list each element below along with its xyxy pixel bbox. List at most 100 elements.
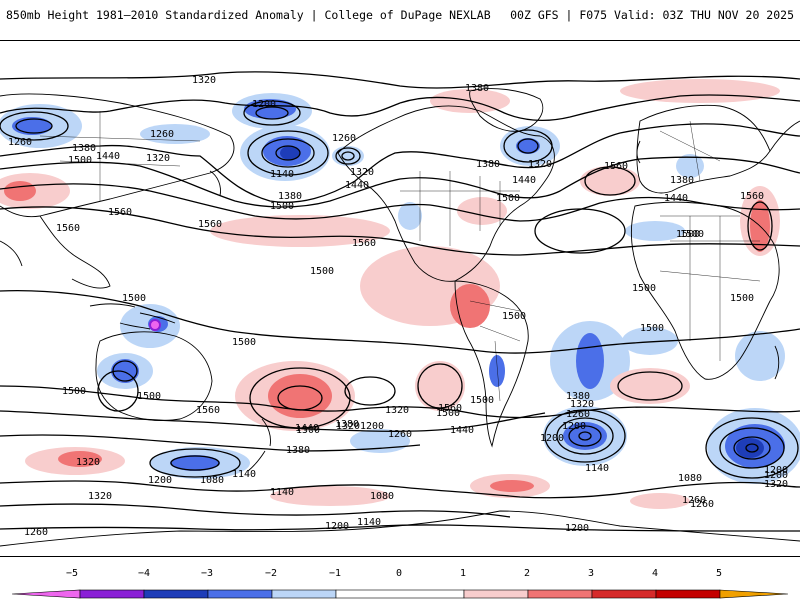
colorbar-tick-label: 1 bbox=[460, 568, 466, 579]
contour-label: 1560 bbox=[604, 161, 628, 172]
asia-coast-west bbox=[0, 93, 235, 218]
contour-label: 1140 bbox=[232, 469, 256, 480]
contour-label: 1440 bbox=[664, 193, 688, 204]
colorbar-seg-m1 bbox=[271, 589, 337, 599]
contour-label: 1140 bbox=[585, 463, 609, 474]
contour-label: 1500 bbox=[137, 391, 161, 402]
contour-label: 1260 bbox=[24, 527, 48, 538]
contour-label: 1260 bbox=[690, 499, 714, 510]
min-marker-png bbox=[149, 319, 161, 331]
contour-label: 1320 bbox=[764, 479, 788, 490]
contour-label: 1500 bbox=[122, 293, 146, 304]
height-contours bbox=[0, 71, 800, 532]
contour-label: 1260 bbox=[566, 409, 590, 420]
contour-label: 1500 bbox=[470, 395, 494, 406]
pos-anomaly-antarctic-w bbox=[270, 486, 390, 506]
indonesia-islands bbox=[89, 303, 176, 330]
contour-label: 1500 bbox=[436, 408, 460, 419]
contour-label: 1260 bbox=[8, 137, 32, 148]
contour-label: 1560 bbox=[56, 223, 80, 234]
contour-label: 1140 bbox=[357, 517, 381, 528]
neg-anomaly-chile bbox=[489, 355, 505, 387]
contour-label: 1200 bbox=[252, 99, 276, 110]
pos-anomaly-arctic bbox=[620, 79, 780, 103]
contour-label: 1440 bbox=[345, 180, 369, 191]
contour-label: 1500 bbox=[496, 193, 520, 204]
neg-anomaly-gulf-alaska bbox=[332, 146, 364, 166]
contour-label: 1380 bbox=[278, 191, 302, 202]
neg-anomaly-alaska-deep bbox=[280, 146, 300, 160]
pos-anomaly-n-atlantic bbox=[580, 166, 640, 196]
neg-anomaly-n-africa bbox=[622, 327, 678, 355]
colorbar-seg-m2 bbox=[207, 589, 273, 599]
colorbar-tick-label: 0 bbox=[396, 568, 402, 579]
contour-label: 1140 bbox=[270, 169, 294, 180]
europe-coast bbox=[636, 104, 771, 194]
contour-label: 1320 bbox=[336, 421, 360, 432]
map-title: 850mb Height 1981–2010 Standardized Anom… bbox=[6, 8, 491, 22]
colorbar: −5 −4 −3 −2 −1 0 1 2 3 4 5 bbox=[0, 565, 800, 600]
contour-label: 1380 bbox=[72, 143, 96, 154]
contour-label: 1500 bbox=[680, 229, 704, 240]
contour-label: 1500 bbox=[68, 155, 92, 166]
contour-label: 1200 bbox=[764, 465, 788, 476]
contour-label: 1380 bbox=[335, 419, 359, 430]
colorbar-seg-m4 bbox=[79, 589, 145, 599]
south-america-coast bbox=[454, 280, 529, 448]
neg-anomaly-bering-core bbox=[244, 99, 296, 119]
contour-label: 1440 bbox=[96, 151, 120, 162]
neg-anomaly-s-indian-deep bbox=[736, 438, 764, 458]
contour-label: 1380 bbox=[476, 159, 500, 170]
neg-anomaly-s-africa-core bbox=[576, 333, 604, 389]
japan-coast bbox=[209, 170, 221, 197]
contour-label: 1080 bbox=[678, 473, 702, 484]
contour-label: 1440 bbox=[295, 423, 319, 434]
contour-label: 1440 bbox=[450, 425, 474, 436]
colorbar-segments bbox=[11, 589, 789, 599]
colorbar-seg-p3 bbox=[591, 589, 657, 599]
contour-label: 1200 bbox=[325, 521, 349, 532]
contour-label: 1500 bbox=[310, 266, 334, 277]
colorbar-ticks: −5 −4 −3 −2 −1 0 1 2 3 4 5 bbox=[66, 568, 722, 579]
australia-coast bbox=[95, 331, 213, 421]
contour-label: 1200 bbox=[360, 421, 384, 432]
asia-coast-east bbox=[769, 120, 800, 152]
contour-label: 1200 bbox=[148, 475, 172, 486]
contour-label: 1440 bbox=[512, 175, 536, 186]
contour-label: 1500 bbox=[296, 425, 320, 436]
neg-anomaly-europe bbox=[676, 154, 704, 178]
contour-label: 1200 bbox=[565, 523, 589, 534]
colorbar-tick-label: −4 bbox=[138, 568, 150, 579]
contour-label: 1560 bbox=[198, 219, 222, 230]
madagascar-coast bbox=[774, 345, 780, 380]
pos-anomaly-s-c-pacific-core bbox=[268, 374, 332, 418]
contour-label: 1320 bbox=[76, 457, 100, 468]
new-zealand-coast bbox=[247, 418, 271, 472]
colorbar-tick-label: −5 bbox=[66, 568, 78, 579]
contour-label: 1260 bbox=[332, 133, 356, 144]
contour-label: 1560 bbox=[740, 191, 764, 202]
contour-label: 1380 bbox=[286, 445, 310, 456]
pos-anomaly-s-ocean-w-core bbox=[58, 451, 102, 467]
colorbar-tick-label: −1 bbox=[329, 568, 341, 579]
contour-label: 1560 bbox=[438, 403, 462, 414]
anomaly-shading bbox=[0, 79, 800, 509]
contour-label: 1260 bbox=[150, 129, 174, 140]
neg-anomaly-hudson-core bbox=[516, 138, 540, 154]
africa-coast bbox=[630, 201, 780, 380]
pos-anomaly-antarctic-e bbox=[630, 493, 690, 509]
contour-label: 1320 bbox=[88, 491, 112, 502]
colorbar-seg-p5 bbox=[719, 589, 789, 599]
contour-label: 1380 bbox=[465, 83, 489, 94]
contour-label: 1200 bbox=[540, 433, 564, 444]
contour-label: 1560 bbox=[108, 207, 132, 218]
india-coast bbox=[0, 240, 23, 267]
contour-label: 1500 bbox=[62, 386, 86, 397]
colorbar-svg: −5 −4 −3 −2 −1 0 1 2 3 4 5 bbox=[11, 568, 789, 599]
contour-label: 1320 bbox=[146, 153, 170, 164]
neg-anomaly-madagascar bbox=[735, 331, 785, 381]
uk-coast bbox=[636, 140, 641, 164]
contour-label: 1500 bbox=[270, 201, 294, 212]
pos-anomaly-c-pacific bbox=[210, 215, 390, 247]
model-valid-time: 00Z GFS | F075 Valid: 03Z THU NOV 20 202… bbox=[510, 8, 794, 22]
